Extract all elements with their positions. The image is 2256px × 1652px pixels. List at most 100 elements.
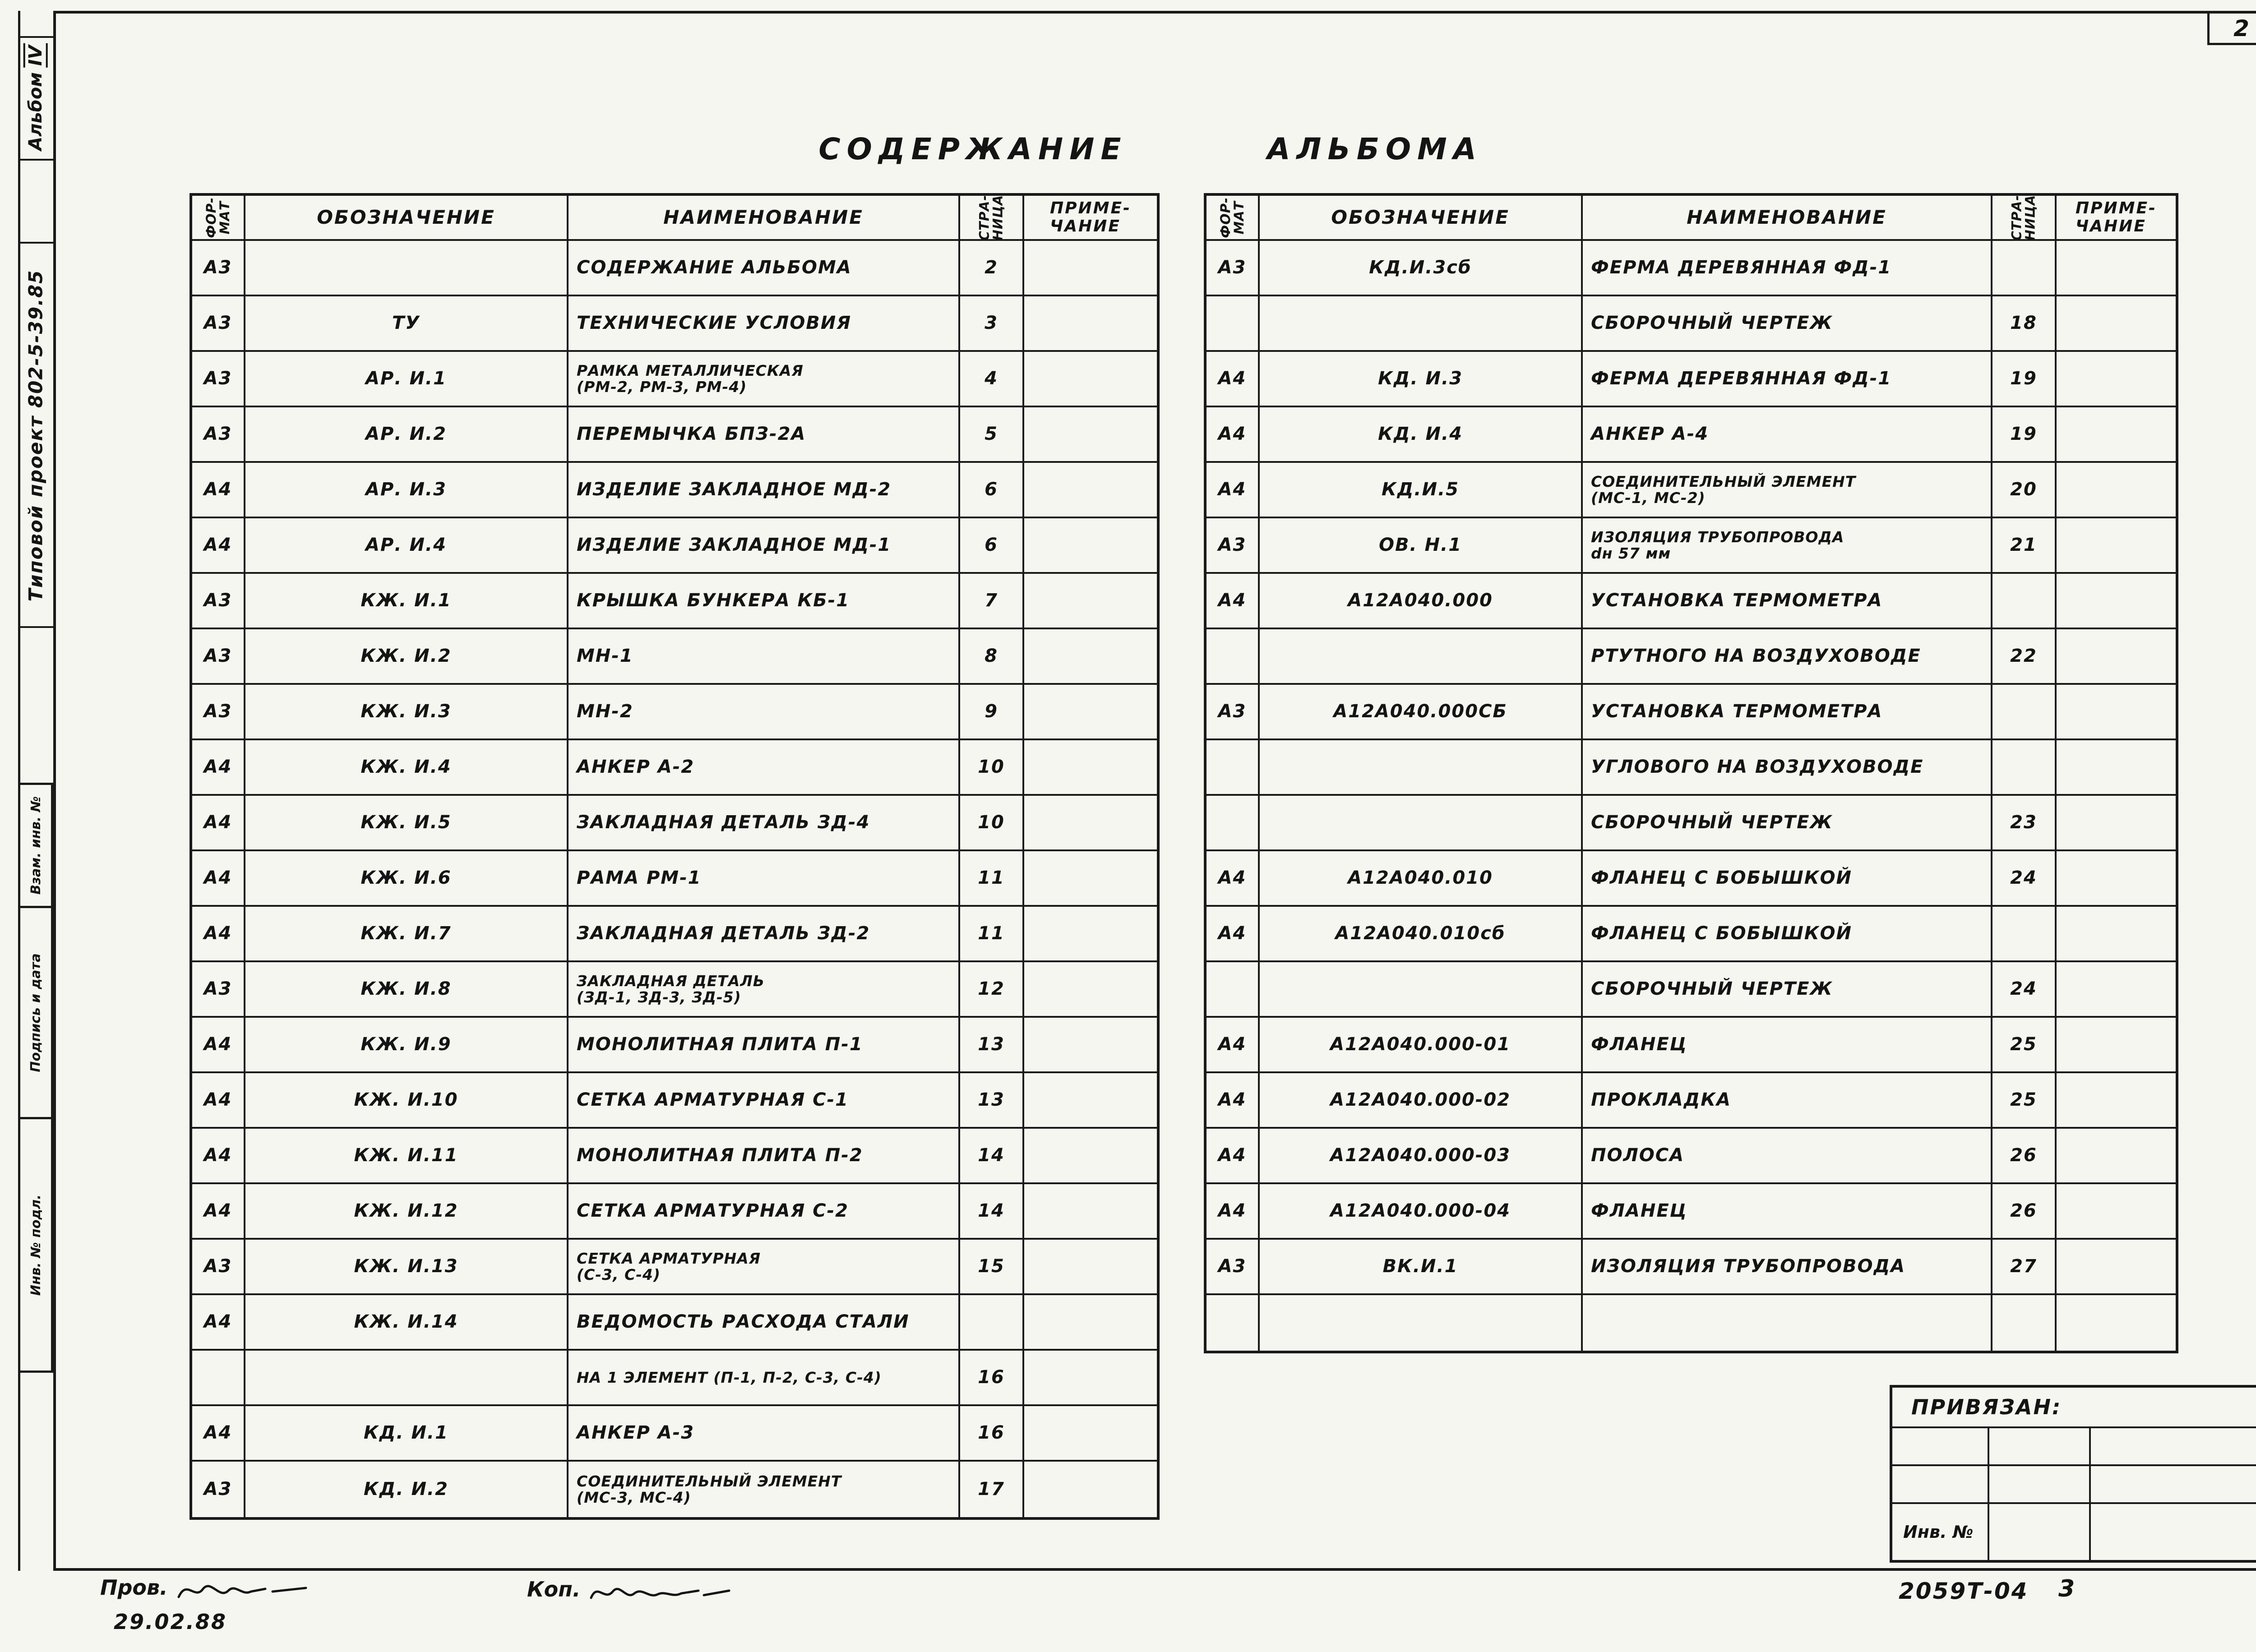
cell-note <box>2057 1184 2176 1240</box>
header-page: СТРА- НИЦА <box>1992 196 2057 241</box>
table-row: А4 КЖ. И.9 МОНОЛИТНАЯ ПЛИТА П-1 13 <box>192 1018 1157 1073</box>
cell-note <box>2057 629 2176 685</box>
cell-name: НА 1 ЭЛЕМЕНТ (П-1, П-2, С-3, С-4) <box>569 1351 960 1406</box>
cell-designation <box>245 1351 569 1406</box>
kop-signature <box>588 1577 733 1609</box>
cell-format: А3 <box>192 241 245 296</box>
cell-page: 12 <box>960 962 1024 1018</box>
table-row: А4 А12А040.000-02 ПРОКЛАДКА 25 <box>1207 1073 2176 1129</box>
cell-designation: А12А040.010 <box>1260 851 1583 907</box>
stamp-inv-podl: Инв. № подл. <box>18 1119 53 1373</box>
table-row: А4 КЖ. И.12 СЕТКА АРМАТУРНАЯ С-2 14 <box>192 1184 1157 1240</box>
cell-designation <box>1260 796 1583 851</box>
cell-page: 24 <box>1992 962 2057 1018</box>
cell-name: ЗАКЛАДНАЯ ДЕТАЛЬ ЗД-4 <box>569 796 960 851</box>
cell-note <box>2057 518 2176 574</box>
cell-format: А3 <box>1207 518 1260 574</box>
table-row: А4 КЖ. И.7 ЗАКЛАДНАЯ ДЕТАЛЬ ЗД-2 11 <box>192 907 1157 962</box>
cell-note <box>2057 1295 2176 1351</box>
stamp-podpis-data: Подпись и дата <box>18 908 53 1119</box>
cell-format: А4 <box>192 1073 245 1129</box>
cell-note <box>1024 1462 1157 1517</box>
cell-note <box>1024 1406 1157 1462</box>
cell-page: 14 <box>960 1184 1024 1240</box>
table-row: А3 КД.И.3сб ФЕРМА ДЕРЕВЯННАЯ ФД-1 <box>1207 241 2176 296</box>
cell-designation: КЖ. И.3 <box>245 685 569 740</box>
cell-note <box>1024 407 1157 463</box>
table-row: А4 КЖ. И.6 РАМА РМ-1 11 <box>192 851 1157 907</box>
table-row: А3 АР. И.2 ПЕРЕМЫЧКА БПЗ-2А 5 <box>192 407 1157 463</box>
cell-name: ФЛАНЕЦ С БОБЫШКОЙ <box>1583 851 1992 907</box>
cell-note <box>2057 574 2176 629</box>
cell-format: А4 <box>1207 851 1260 907</box>
cell-name: ФЛАНЕЦ С БОБЫШКОЙ <box>1583 907 1992 962</box>
cell-page: 2 <box>960 241 1024 296</box>
cell-name: МН-2 <box>569 685 960 740</box>
cell-format: А3 <box>1207 1240 1260 1295</box>
cell-name: УГЛОВОГО НА ВОЗДУХОВОДЕ <box>1583 740 1992 796</box>
header-format: ФОР- МАТ <box>1207 196 1260 241</box>
project-label-text: Типовой проект 802-5-39.85 <box>24 269 47 601</box>
cell-designation: АР. И.3 <box>245 463 569 518</box>
cell-page: 25 <box>1992 1073 2057 1129</box>
cell-page: 17 <box>960 1462 1024 1517</box>
cell-note <box>2057 296 2176 352</box>
cell-format: А4 <box>192 740 245 796</box>
table-row: А4 КД.И.5 СОЕДИНИТЕЛЬНЫЙ ЭЛЕМЕНТ (МС-1, МС… <box>1207 463 2176 518</box>
cell-designation <box>245 241 569 296</box>
table-row: А4 КЖ. И.4 АНКЕР А-2 10 <box>192 740 1157 796</box>
cell-page: 16 <box>960 1351 1024 1406</box>
table-row: А4 А12А040.000-04 ФЛАНЕЦ 26 <box>1207 1184 2176 1240</box>
cell-name: ИЗОЛЯЦИЯ ТРУБОПРОВОДА dн 57 мм <box>1583 518 1992 574</box>
cell-designation <box>1260 296 1583 352</box>
cell-page: 18 <box>1992 296 2057 352</box>
privyazan-box: ПРИВЯЗАН: Инв. № <box>1890 1385 2256 1563</box>
cell-format <box>1207 296 1260 352</box>
cell-designation: А12А040.000СБ <box>1260 685 1583 740</box>
stamp-podpis-data-text: Подпись и дата <box>28 953 44 1072</box>
cell-name: СЕТКА АРМАТУРНАЯ С-2 <box>569 1184 960 1240</box>
margin-divider <box>18 626 53 628</box>
cell-designation <box>1260 629 1583 685</box>
table-row: А3 АР. И.1 РАМКА МЕТАЛЛИЧЕСКАЯ (РМ-2, РМ-3… <box>192 352 1157 407</box>
cell-name: СОЕДИНИТЕЛЬНЫЙ ЭЛЕМЕНТ (МС-1, МС-2) <box>1583 463 1992 518</box>
cell-note <box>2057 907 2176 962</box>
table-row: А3 КД. И.2 СОЕДИНИТЕЛЬНЫЙ ЭЛЕМЕНТ (МС-3, М… <box>192 1462 1157 1517</box>
cell-note <box>1024 1184 1157 1240</box>
cell-page: 10 <box>960 740 1024 796</box>
table-row: А4 АР. И.3 ИЗДЕЛИЕ ЗАКЛАДНОЕ МД-2 6 <box>192 463 1157 518</box>
cell-note <box>1024 851 1157 907</box>
table-row: А4 КД. И.4 АНКЕР А-4 19 <box>1207 407 2176 463</box>
cell-format: А4 <box>1207 407 1260 463</box>
sheet-number: 3 <box>2058 1575 2075 1602</box>
cell-page: 13 <box>960 1073 1024 1129</box>
cell-page <box>960 1295 1024 1351</box>
cell-name: СЕТКА АРМАТУРНАЯ (С-3, С-4) <box>569 1240 960 1295</box>
stamp-inv-podl-text: Инв. № подл. <box>28 1194 43 1296</box>
cell-format <box>1207 962 1260 1018</box>
cell-designation: КЖ. И.12 <box>245 1184 569 1240</box>
cell-designation: КД. И.2 <box>245 1462 569 1517</box>
cell-format: А4 <box>1207 1184 1260 1240</box>
cell-note <box>2057 1018 2176 1073</box>
album-roman-numeral: IV <box>23 43 48 68</box>
cell-designation: АР. И.4 <box>245 518 569 574</box>
table-row: А3 ТУ ТЕХНИЧЕСКИЕ УСЛОВИЯ 3 <box>192 296 1157 352</box>
cell-name <box>1583 1295 1992 1351</box>
cell-page: 11 <box>960 851 1024 907</box>
table-row: А4 А12А040.000 УСТАНОВКА ТЕРМОМЕТРА <box>1207 574 2176 629</box>
cell-designation: КЖ. И.11 <box>245 1129 569 1184</box>
document-number: 2059Т-04 <box>1899 1578 2029 1604</box>
header-page: СТРА- НИЦА <box>960 196 1024 241</box>
table-row <box>1207 1295 2176 1351</box>
header-name: НАИМЕНОВАНИЕ <box>569 196 960 241</box>
cell-designation: А12А040.000-01 <box>1260 1018 1583 1073</box>
cell-format: А4 <box>192 851 245 907</box>
privyazan-grid-row <box>1892 1428 2256 1466</box>
cell-note <box>2057 463 2176 518</box>
cell-name: КРЫШКА БУНКЕРА КБ-1 <box>569 574 960 629</box>
table-row: А4 АР. И.4 ИЗДЕЛИЕ ЗАКЛАДНОЕ МД-1 6 <box>192 518 1157 574</box>
cell-designation: КЖ. И.5 <box>245 796 569 851</box>
cell-name: ВЕДОМОСТЬ РАСХОДА СТАЛИ <box>569 1295 960 1351</box>
cell-note <box>1024 685 1157 740</box>
